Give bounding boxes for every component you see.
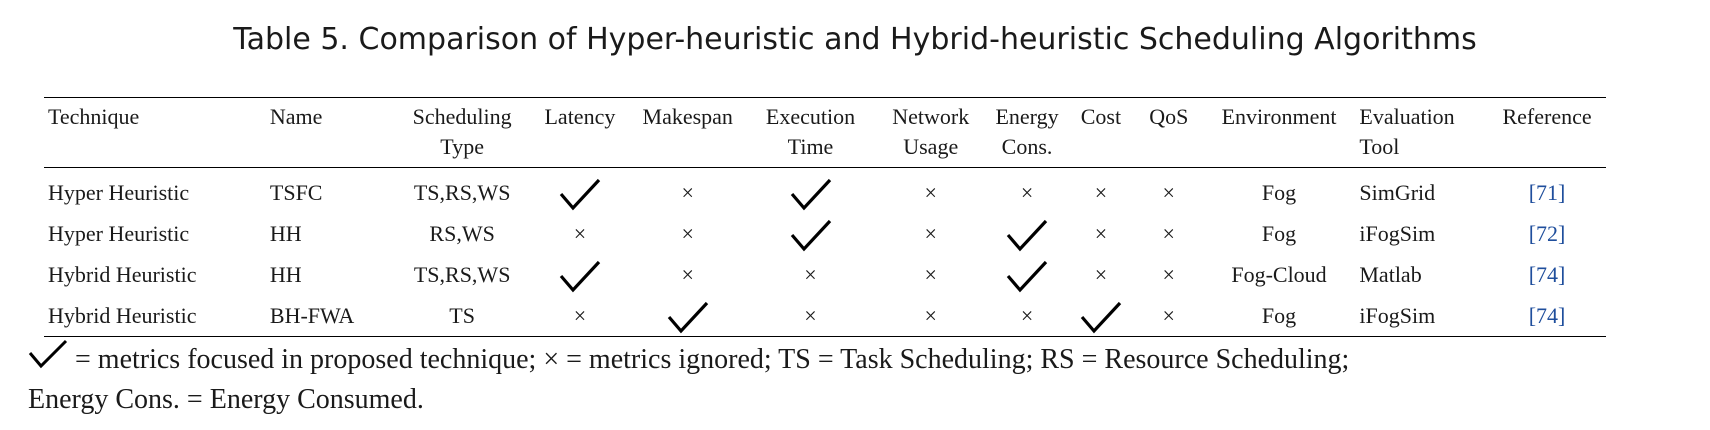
check-icon — [747, 168, 875, 214]
table-footnote: = metrics focused in proposed technique;… — [28, 338, 1688, 420]
cell-scheduling-type: TS,RS,WS — [413, 262, 511, 287]
check-icon — [747, 213, 875, 254]
table-header: Technique Name Scheduling Type Latency Makesp… — [44, 97, 1606, 168]
header-label: Cons. — [1001, 134, 1053, 159]
cell-reference: [71] — [1528, 180, 1566, 205]
cross-icon: × — [543, 344, 560, 375]
cell-evaluation-tool: Matlab — [1359, 262, 1422, 287]
header-label: Name — [269, 104, 323, 129]
table-row: Hyper Heuristic TSFC TS,RS,WS × × × × × Fog SimGr… — [44, 168, 1606, 214]
table-row: Hyper Heuristic HH RS,WS × × × × × Fog iFogSim [72… — [44, 213, 1606, 254]
cell-environment: Fog-Cloud — [1231, 262, 1327, 287]
header-technique: Technique — [44, 98, 266, 168]
cross-icon: × — [924, 303, 937, 328]
cell-evaluation-tool: iFogSim — [1359, 221, 1436, 246]
header-qos: QoS — [1135, 98, 1203, 168]
cross-icon: × — [1020, 303, 1034, 328]
header-makespan: Makespan — [629, 98, 747, 168]
header-label: Execution — [765, 104, 856, 129]
check-icon — [28, 339, 75, 375]
cell-environment: Fog — [1261, 303, 1297, 328]
check-icon — [1067, 295, 1135, 337]
cross-icon: × — [1162, 180, 1175, 205]
check-icon — [987, 254, 1067, 295]
cross-icon: × — [924, 180, 937, 205]
header-label: Environment — [1221, 104, 1337, 129]
header-label: Latency — [544, 104, 616, 129]
header-label: Scheduling — [412, 104, 512, 129]
header-label: Tool — [1359, 134, 1400, 159]
header-evaluation-tool: Evaluation Tool — [1355, 98, 1488, 168]
cell-scheduling-type: TS — [449, 303, 475, 328]
header-label: Makespan — [642, 104, 733, 129]
footnote-line-2: Energy Cons. = Energy Consumed. — [28, 384, 424, 415]
header-scheduling-type: Scheduling Type — [393, 98, 531, 168]
header-label: Time — [787, 134, 834, 159]
table-row: Hybrid Heuristic HH TS,RS,WS × × × × × Fog-Cloud… — [44, 254, 1606, 295]
header-label: Energy — [995, 104, 1059, 129]
cross-icon: × — [681, 262, 694, 287]
comparison-table: Technique Name Scheduling Type Latency Makesp… — [44, 97, 1606, 337]
cell-scheduling-type: RS,WS — [429, 221, 495, 246]
cell-technique: Hyper Heuristic — [48, 180, 190, 205]
header-execution-time: Execution Time — [747, 98, 875, 168]
header-label: Type — [440, 134, 484, 159]
cross-icon: × — [1162, 221, 1175, 246]
cross-icon: × — [573, 303, 587, 328]
cell-environment: Fog — [1261, 180, 1297, 205]
table-caption: Table 5. Comparison of Hyper-heuristic a… — [233, 22, 1477, 57]
header-label: Usage — [903, 134, 959, 159]
cross-icon: × — [1162, 262, 1175, 287]
footnote-check-text: = metrics focused in proposed technique; — [75, 344, 544, 375]
cell-reference: [72] — [1528, 221, 1566, 246]
cell-reference: [74] — [1528, 303, 1566, 328]
cell-evaluation-tool: SimGrid — [1359, 180, 1436, 205]
footnote-rest-text: = metrics ignored; TS = Task Scheduling;… — [559, 344, 1350, 375]
header-reference: Reference — [1488, 98, 1606, 168]
header-energy-cons: Energy Cons. — [987, 98, 1067, 168]
table-body: Hyper Heuristic TSFC TS,RS,WS × × × × × Fog SimGr… — [44, 168, 1606, 337]
cross-icon: × — [924, 262, 937, 287]
header-row: Technique Name Scheduling Type Latency Makesp… — [44, 97, 1606, 168]
cross-icon: × — [681, 180, 694, 205]
check-icon — [987, 213, 1067, 254]
cell-technique: Hybrid Heuristic — [48, 262, 197, 287]
cross-icon: × — [1020, 180, 1034, 205]
cell-environment: Fog — [1261, 221, 1297, 246]
cell-technique: Hybrid Heuristic — [48, 303, 197, 328]
cross-icon: × — [573, 221, 587, 246]
check-icon — [531, 254, 629, 295]
cross-icon: × — [1094, 221, 1108, 246]
table-row: Hybrid Heuristic BH-FWA TS × × × × × Fog iFogSim [… — [44, 295, 1606, 337]
header-label: Reference — [1502, 104, 1592, 129]
cross-icon: × — [804, 262, 817, 287]
check-icon — [531, 168, 629, 214]
header-label: QoS — [1149, 104, 1189, 129]
header-environment: Environment — [1203, 98, 1356, 168]
cell-name: TSFC — [269, 180, 323, 205]
cross-icon: × — [804, 303, 817, 328]
header-latency: Latency — [531, 98, 629, 168]
cell-scheduling-type: TS,RS,WS — [413, 180, 511, 205]
cell-name: HH — [269, 262, 302, 287]
header-name: Name — [266, 98, 393, 168]
header-label: Technique — [48, 104, 140, 129]
check-icon — [629, 295, 747, 337]
cross-icon: × — [681, 221, 694, 246]
header-label: Cost — [1080, 104, 1122, 129]
cell-evaluation-tool: iFogSim — [1359, 303, 1436, 328]
cross-icon: × — [1094, 180, 1108, 205]
header-label: Network — [892, 104, 970, 129]
header-network-usage: Network Usage — [874, 98, 987, 168]
header-label: Evaluation — [1359, 104, 1455, 129]
cross-icon: × — [924, 221, 937, 246]
header-cost: Cost — [1067, 98, 1135, 168]
cell-reference: [74] — [1528, 262, 1566, 287]
cell-technique: Hyper Heuristic — [48, 221, 190, 246]
cell-name: BH-FWA — [269, 303, 355, 328]
cross-icon: × — [1162, 303, 1175, 328]
cross-icon: × — [1094, 262, 1108, 287]
cell-name: HH — [269, 221, 302, 246]
